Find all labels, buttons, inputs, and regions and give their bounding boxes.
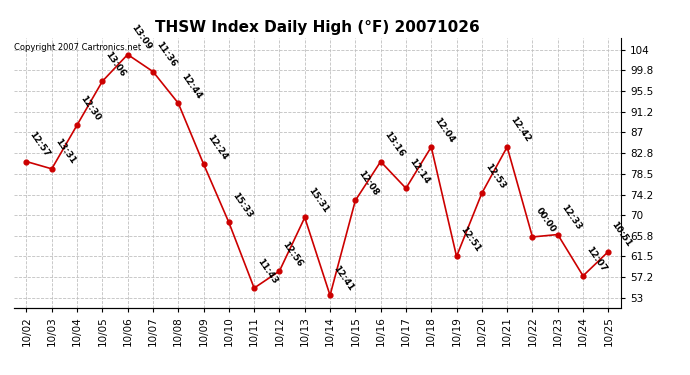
Text: 12:24: 12:24 xyxy=(205,132,229,161)
Text: 12:04: 12:04 xyxy=(433,116,456,144)
Point xyxy=(426,144,437,150)
Text: 11:43: 11:43 xyxy=(255,256,279,285)
Text: 12:08: 12:08 xyxy=(357,169,380,198)
Text: 13:16: 13:16 xyxy=(382,130,406,159)
Text: 12:57: 12:57 xyxy=(28,130,52,159)
Point xyxy=(552,231,563,237)
Point xyxy=(248,285,259,291)
Point xyxy=(148,69,159,75)
Point xyxy=(198,161,209,167)
Title: THSW Index Daily High (°F) 20071026: THSW Index Daily High (°F) 20071026 xyxy=(155,20,480,35)
Point xyxy=(224,219,235,225)
Text: 12:44: 12:44 xyxy=(179,72,204,100)
Text: 10:51: 10:51 xyxy=(610,220,633,249)
Text: 12:53: 12:53 xyxy=(483,162,507,190)
Point xyxy=(274,268,285,274)
Text: 15:31: 15:31 xyxy=(306,186,330,215)
Point xyxy=(578,273,589,279)
Point xyxy=(400,185,411,191)
Text: 12:14: 12:14 xyxy=(407,157,431,186)
Point xyxy=(527,234,538,240)
Point xyxy=(21,159,32,165)
Point xyxy=(46,166,57,172)
Point xyxy=(97,78,108,84)
Point xyxy=(603,249,614,255)
Text: 12:30: 12:30 xyxy=(79,94,102,122)
Point xyxy=(172,100,184,106)
Point xyxy=(350,198,361,204)
Text: 12:51: 12:51 xyxy=(458,225,482,254)
Text: 12:41: 12:41 xyxy=(331,264,355,292)
Text: 12:07: 12:07 xyxy=(584,244,608,273)
Text: Copyright 2007 Cartronics.net: Copyright 2007 Cartronics.net xyxy=(14,43,141,52)
Text: 00:00: 00:00 xyxy=(534,206,558,234)
Text: 12:33: 12:33 xyxy=(559,203,583,232)
Text: 11:36: 11:36 xyxy=(155,40,178,69)
Point xyxy=(451,254,462,260)
Text: 13:09: 13:09 xyxy=(129,23,152,52)
Point xyxy=(502,144,513,150)
Text: 12:42: 12:42 xyxy=(509,116,533,144)
Point xyxy=(299,214,310,220)
Point xyxy=(476,190,487,196)
Point xyxy=(324,292,335,298)
Point xyxy=(72,122,83,128)
Point xyxy=(375,159,386,165)
Text: 13:31: 13:31 xyxy=(53,138,77,166)
Point xyxy=(122,51,133,57)
Text: 13:06: 13:06 xyxy=(104,50,128,78)
Text: 12:56: 12:56 xyxy=(281,240,304,268)
Text: 15:33: 15:33 xyxy=(230,191,254,220)
